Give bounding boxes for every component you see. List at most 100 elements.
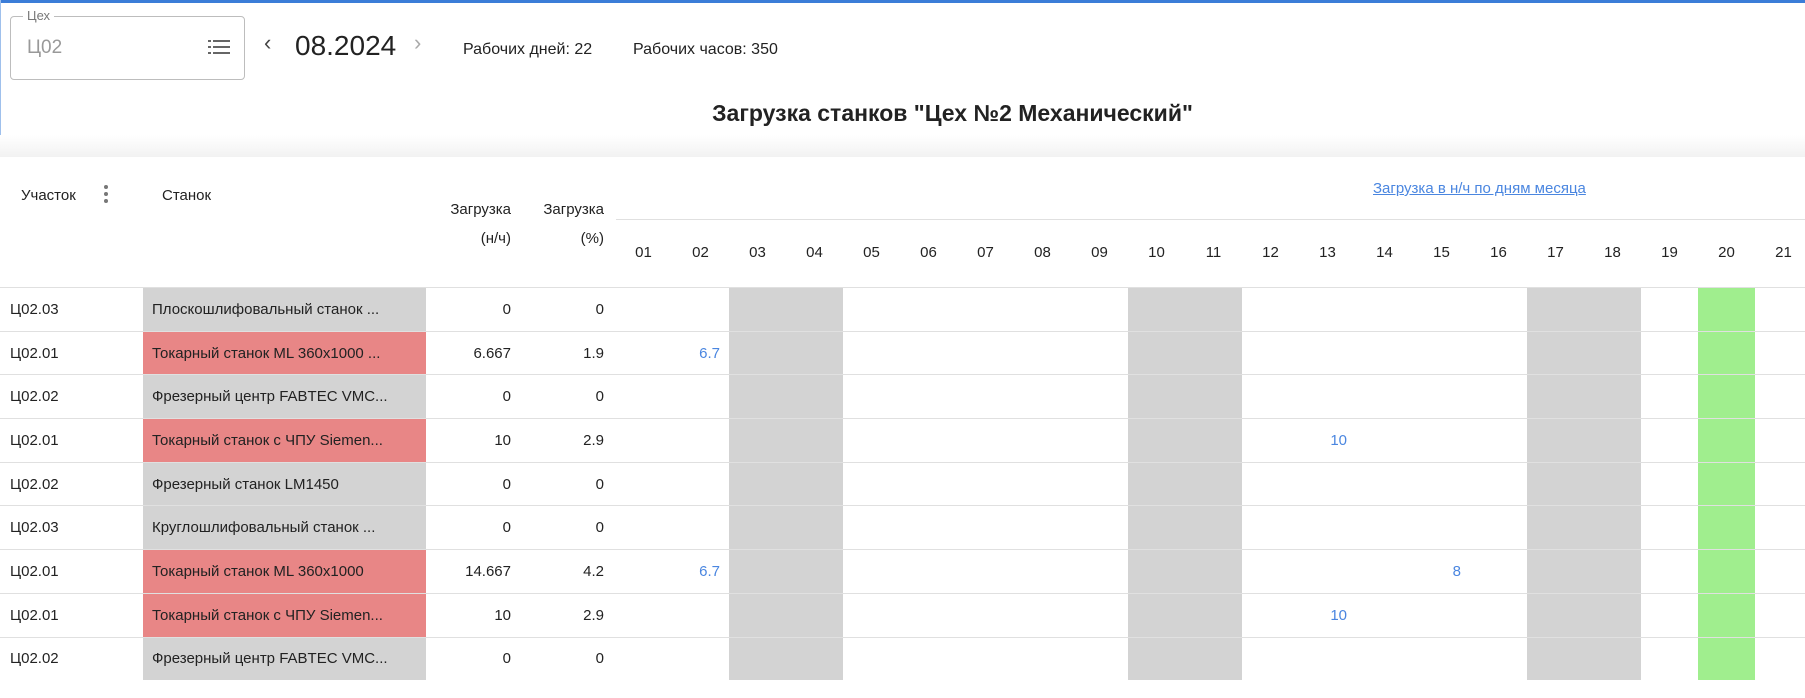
- day-cell: [1071, 463, 1128, 506]
- day-cell[interactable]: 10: [1330, 431, 1347, 449]
- day-cell: [1071, 638, 1128, 681]
- table-row[interactable]: Ц02.01 Токарный станок с ЧПУ Siemen... 10 2…: [0, 592, 1805, 637]
- table-row[interactable]: Ц02.01 Токарный станок ML 360x1000 14.667 4…: [0, 549, 1805, 593]
- day-cell: [1014, 419, 1071, 462]
- day-cell: [957, 638, 1014, 681]
- days-group-link[interactable]: Загрузка в н/ч по дням месяца: [1373, 180, 1586, 197]
- day-cell: [1470, 638, 1527, 681]
- machine-cell[interactable]: Токарный станок с ЧПУ Siemen...: [143, 419, 426, 462]
- table-row[interactable]: Ц02.02 Фрезерный центр FABTEC VMC... 0 0: [0, 636, 1805, 681]
- machine-cell[interactable]: Фрезерный центр FABTEC VMC...: [143, 637, 426, 681]
- day-cell: [1299, 288, 1356, 331]
- chevron-left-icon[interactable]: ‹: [264, 30, 272, 55]
- day-cell[interactable]: 8: [1452, 562, 1461, 580]
- day-cell: [843, 332, 900, 375]
- day-cell[interactable]: 6.7: [699, 562, 720, 580]
- day-cell: [843, 463, 900, 506]
- shop-value: Ц02: [27, 37, 63, 58]
- day-cell: [1128, 637, 1185, 681]
- chevron-right-icon[interactable]: ›: [414, 30, 422, 55]
- day-cell: [1698, 331, 1755, 375]
- day-cell: [1014, 638, 1071, 681]
- day-cell: [843, 594, 900, 637]
- table-row[interactable]: Ц02.02 Фрезерный центр FABTEC VMC... 0 0: [0, 374, 1805, 419]
- day-header: 01: [635, 244, 652, 261]
- table-row[interactable]: Ц02.03 Плоскошлифовальный станок ... 0 0: [0, 287, 1805, 331]
- day-cell: [1185, 637, 1242, 681]
- day-cell: [1698, 593, 1755, 637]
- day-header: 20: [1718, 244, 1735, 261]
- day-cell: [900, 506, 957, 549]
- day-cell: [729, 637, 786, 681]
- machine-cell[interactable]: Фрезерный станок LM1450: [143, 462, 426, 506]
- day-cell: [1641, 594, 1698, 637]
- day-cell: [1356, 463, 1413, 506]
- machine-cell[interactable]: Фрезерный центр FABTEC VMC...: [143, 375, 426, 419]
- day-cell: [786, 331, 843, 375]
- day-cell: [1071, 288, 1128, 331]
- day-cell: [729, 288, 786, 331]
- day-cell: [1755, 594, 1805, 637]
- load-hours-cell: 0: [502, 519, 511, 537]
- day-cell: [1242, 550, 1299, 593]
- day-cell[interactable]: 10: [1330, 606, 1347, 624]
- day-cell: [1356, 288, 1413, 331]
- day-cell: [1014, 463, 1071, 506]
- table-row[interactable]: Ц02.01 Токарный станок ML 360x1000 ... 6.6…: [0, 330, 1805, 375]
- day-cell: [615, 332, 672, 375]
- day-cell: [1641, 288, 1698, 331]
- day-cell: [957, 550, 1014, 593]
- day-cell: [900, 419, 957, 462]
- day-cell: [1584, 419, 1641, 462]
- section-cell: Ц02.01: [10, 344, 59, 362]
- day-cell: [957, 506, 1014, 549]
- section-cell: Ц02.01: [10, 431, 59, 449]
- day-cell: [1527, 506, 1584, 550]
- list-icon[interactable]: [208, 40, 230, 55]
- day-cell: [1641, 463, 1698, 506]
- day-cell: [1128, 593, 1185, 637]
- day-header: 12: [1262, 244, 1279, 261]
- more-vert-icon[interactable]: [104, 185, 108, 206]
- day-cell: [900, 594, 957, 637]
- day-cell: [786, 637, 843, 681]
- day-cell: [615, 550, 672, 593]
- day-cell: [729, 550, 786, 593]
- working-hours: Рабочих часов: 350: [633, 41, 778, 58]
- machine-cell[interactable]: Токарный станок с ЧПУ Siemen...: [143, 593, 426, 637]
- day-cell: [1413, 506, 1470, 549]
- day-cell: [1584, 375, 1641, 419]
- day-cell: [1242, 594, 1299, 637]
- machine-cell[interactable]: Плоскошлифовальный станок ...: [143, 288, 426, 331]
- machine-cell[interactable]: Токарный станок ML 360x1000 ...: [143, 331, 426, 375]
- day-header: 18: [1604, 244, 1621, 261]
- day-cell: [1755, 332, 1805, 375]
- column-header-section[interactable]: Участок: [21, 187, 76, 204]
- day-cell: [1299, 550, 1356, 593]
- machine-cell[interactable]: Круглошлифовальный станок ...: [143, 506, 426, 550]
- column-header-machine[interactable]: Станок: [162, 187, 212, 204]
- load-percent-cell: 0: [595, 475, 604, 493]
- day-cell: [1584, 288, 1641, 331]
- section-cell: Ц02.01: [10, 562, 59, 580]
- day-cell: [1413, 375, 1470, 418]
- column-header-hours-1: Загрузка: [450, 201, 511, 218]
- day-cell: [900, 638, 957, 681]
- table-row[interactable]: Ц02.03 Круглошлифовальный станок ... 0 0: [0, 505, 1805, 550]
- shop-select[interactable]: Цех Ц02: [10, 8, 245, 80]
- load-percent-cell: 4.2: [583, 562, 604, 580]
- day-cell: [615, 463, 672, 506]
- day-header: 06: [920, 244, 937, 261]
- day-cell[interactable]: 6.7: [699, 344, 720, 362]
- load-percent-cell: 0: [595, 519, 604, 537]
- table-row[interactable]: Ц02.02 Фрезерный станок LM1450 0 0: [0, 461, 1805, 506]
- day-cell: [786, 419, 843, 462]
- table-row[interactable]: Ц02.01 Токарный станок с ЧПУ Siemen... 10 2…: [0, 418, 1805, 462]
- day-cell: [672, 288, 729, 331]
- day-cell: [957, 288, 1014, 331]
- day-cell: [1014, 550, 1071, 593]
- day-cell: [1299, 638, 1356, 681]
- day-cell: [1527, 550, 1584, 593]
- day-cell: [1299, 375, 1356, 418]
- machine-cell[interactable]: Токарный станок ML 360x1000: [143, 550, 426, 593]
